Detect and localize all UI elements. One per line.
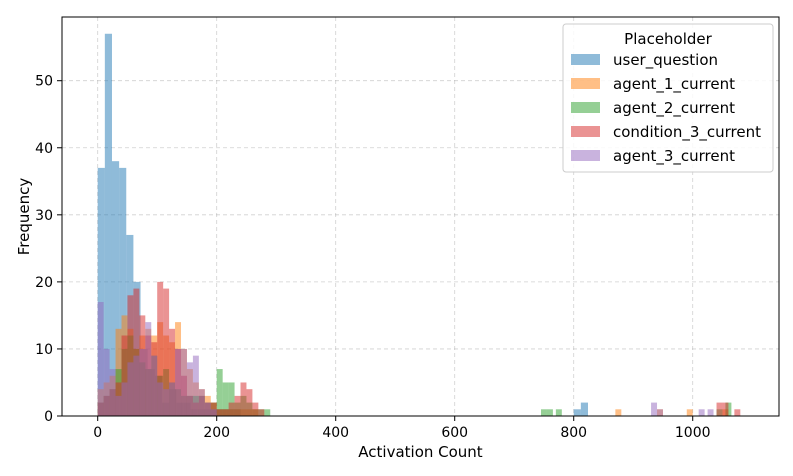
histogram-bar <box>175 348 182 416</box>
histogram-bar <box>121 382 128 416</box>
legend-title: Placeholder <box>624 30 712 48</box>
legend-label: condition_3_current <box>613 123 761 142</box>
legend-label: user_question <box>613 51 718 70</box>
histogram-bar <box>139 348 146 416</box>
histogram-bar <box>151 355 158 416</box>
y-tick-label: 40 <box>35 141 53 157</box>
legend-box <box>562 23 774 173</box>
histogram-bar <box>97 167 105 416</box>
histogram-bar <box>192 355 199 416</box>
histogram-bar <box>555 409 562 416</box>
histogram-bar <box>657 409 663 416</box>
histogram-bar <box>198 389 205 416</box>
histogram-bar <box>115 395 122 416</box>
histogram-bar <box>157 382 164 416</box>
histogram-bar <box>133 288 140 416</box>
legend-items: user_question agent_1_current agent_2_curr… <box>571 51 761 166</box>
legend: Placeholder user_question agent_1_current… <box>562 23 774 173</box>
histogram-bar <box>234 395 241 416</box>
histogram-bar <box>580 402 588 416</box>
histogram-bar <box>615 409 622 416</box>
histogram-bar <box>686 409 693 416</box>
histogram-bar <box>228 402 235 416</box>
histogram-bar <box>258 409 265 416</box>
histogram-bar <box>222 382 229 416</box>
histogram-bar <box>722 402 729 416</box>
histogram-bar <box>181 348 187 416</box>
x-tick-label: 800 <box>560 425 587 441</box>
histogram-bar <box>540 409 547 416</box>
x-axis-label: Activation Count <box>358 443 483 461</box>
histogram-bar <box>216 409 223 416</box>
y-tick-label: 30 <box>35 208 53 224</box>
legend-swatch <box>571 78 600 89</box>
histogram-bar <box>264 409 271 416</box>
histogram-bar <box>104 33 112 416</box>
histogram-bar <box>109 369 116 416</box>
axis-ticks: 0 200 400 600 800 1000 0 10 20 30 40 50 <box>35 74 710 441</box>
legend-label: agent_3_current <box>613 147 735 166</box>
histogram-bar <box>716 402 723 416</box>
histogram-bar <box>228 382 235 416</box>
histogram-bar <box>707 409 714 416</box>
histogram-bar <box>127 295 134 416</box>
histogram-bar <box>204 402 211 416</box>
histogram-bar <box>573 409 581 416</box>
histogram-bar <box>111 161 120 416</box>
histogram-bar <box>210 409 217 416</box>
histogram-bar <box>216 369 223 416</box>
histogram-bar <box>133 355 140 416</box>
legend-label: agent_1_current <box>613 75 735 94</box>
y-tick-label: 50 <box>35 74 53 90</box>
y-axis-label: Frequency <box>15 178 33 256</box>
histogram-bar <box>698 409 705 416</box>
plot-frame <box>61 16 780 417</box>
histogram-bar <box>246 389 253 416</box>
y-tick-label: 20 <box>35 275 53 291</box>
legend-label: agent_2_current <box>613 99 735 118</box>
histogram-bar <box>119 167 127 416</box>
legend-swatch <box>571 126 600 137</box>
histogram-bar <box>163 288 170 416</box>
histogram-bars <box>97 33 741 416</box>
histogram-bar <box>103 348 110 416</box>
histogram-bar <box>186 362 193 416</box>
x-tick-label: 0 <box>93 425 102 441</box>
x-tick-label: 200 <box>203 425 230 441</box>
x-tick-label: 400 <box>322 425 349 441</box>
histogram-bar <box>163 389 170 416</box>
histogram-bar <box>121 335 128 416</box>
series-agent_3_current <box>97 302 714 416</box>
histogram-bar <box>145 322 152 416</box>
histogram-bar <box>169 328 176 416</box>
histogram-bar <box>222 409 229 416</box>
y-tick-label: 0 <box>44 409 53 425</box>
histogram-bar <box>240 382 247 416</box>
x-tick-label: 600 <box>441 425 468 441</box>
histogram-bar <box>734 409 741 416</box>
histogram-bar <box>127 362 134 416</box>
legend-swatch <box>571 102 600 113</box>
legend-swatch <box>571 54 600 65</box>
histogram-bar <box>546 409 553 416</box>
histogram-bar <box>97 302 104 416</box>
x-tick-label: 1000 <box>675 425 711 441</box>
y-tick-label: 10 <box>35 342 53 358</box>
histogram-bar <box>651 402 658 416</box>
histogram-bar <box>169 382 176 416</box>
histogram-bar <box>252 402 259 416</box>
legend-swatch <box>571 150 600 161</box>
histogram-bar <box>157 281 164 416</box>
